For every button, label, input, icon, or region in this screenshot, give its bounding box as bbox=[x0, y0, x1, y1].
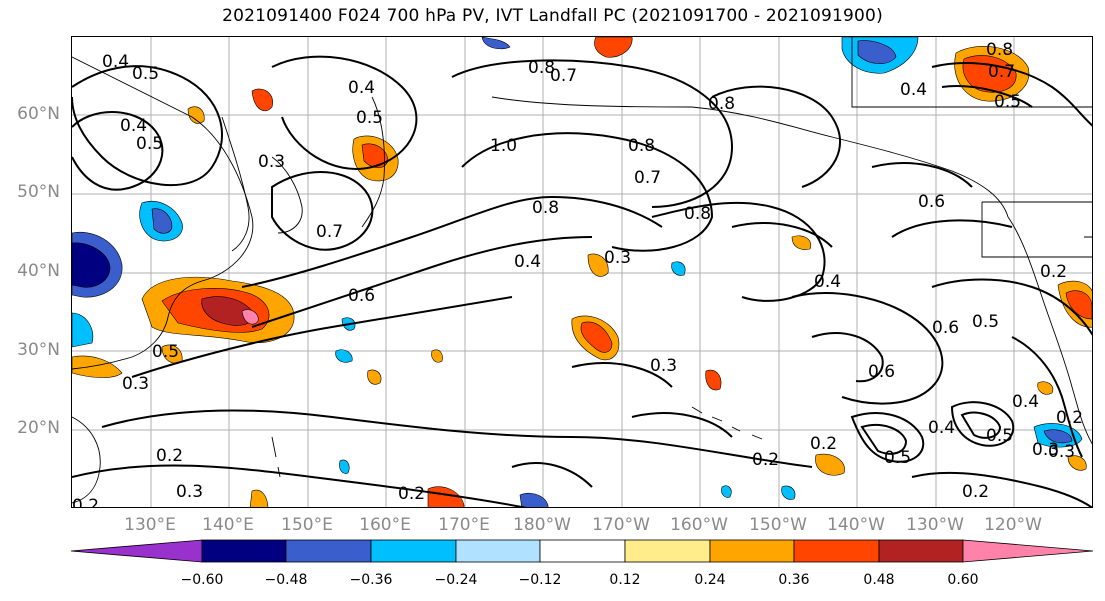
contour-label: 0.8 bbox=[684, 204, 711, 224]
contour-label: 0.3 bbox=[122, 374, 149, 394]
contour-label: 0.6 bbox=[932, 318, 959, 338]
colorbar-tick: 0.36 bbox=[778, 572, 810, 588]
contour-label: 0.2 bbox=[810, 434, 837, 454]
lat-label-30n: 30°N bbox=[17, 340, 60, 360]
contour-label: 0.2 bbox=[1056, 408, 1083, 428]
contour-label: 0.3 bbox=[1032, 440, 1059, 460]
contour-label: 0.6 bbox=[918, 192, 945, 212]
contour-label: 0.2 bbox=[156, 446, 183, 466]
contour-label: 0.4 bbox=[814, 272, 841, 292]
colorbar-tick: −0.12 bbox=[518, 572, 562, 588]
contour-label: 0.2 bbox=[72, 496, 99, 508]
colorbar-segment bbox=[285, 539, 372, 563]
lon-label-140e: 140°E bbox=[202, 515, 254, 535]
map-plot: 0.4 0.5 0.4 0.5 0.3 0.4 0.5 0.8 0.7 1.0 … bbox=[72, 37, 1092, 508]
contour-label: 0.5 bbox=[994, 92, 1021, 112]
contour-label: 0.4 bbox=[102, 52, 129, 72]
lat-label-20n: 20°N bbox=[17, 418, 60, 438]
contour-label: 0.5 bbox=[132, 64, 159, 84]
contour-label: 0.5 bbox=[136, 134, 163, 154]
colorbar-segment bbox=[962, 539, 1094, 563]
lon-label-180w: 180°W bbox=[513, 515, 571, 535]
contour-label: 0.4 bbox=[348, 78, 375, 98]
lat-label-60n: 60°N bbox=[17, 104, 60, 124]
contour-label: 0.3 bbox=[604, 248, 631, 268]
lon-label-150w: 150°W bbox=[749, 515, 807, 535]
contour-label: 0.5 bbox=[986, 426, 1013, 446]
lat-label-40n: 40°N bbox=[17, 261, 60, 281]
colorbar-segment bbox=[201, 539, 287, 563]
contour-label: 0.3 bbox=[1048, 442, 1075, 462]
colorbar-segment bbox=[793, 539, 880, 563]
contour-label: 0.4 bbox=[514, 252, 541, 272]
contour-label: 0.4 bbox=[120, 116, 147, 136]
contour-label: 0.7 bbox=[988, 62, 1015, 82]
contour-label: 0.7 bbox=[550, 66, 577, 86]
contour-label: 0.8 bbox=[986, 40, 1013, 60]
lon-label-160e: 160°E bbox=[359, 515, 411, 535]
contour-label: 0.2 bbox=[1040, 262, 1067, 282]
map-panel: 0.4 0.5 0.4 0.5 0.3 0.4 0.5 0.8 0.7 1.0 … bbox=[71, 36, 1093, 508]
contour-label: 0.6 bbox=[868, 362, 895, 382]
contour-label: 0.7 bbox=[634, 168, 661, 188]
contour-label: 0.2 bbox=[962, 482, 989, 502]
colorbar-tick: −0.24 bbox=[434, 572, 478, 588]
contour-label: 0.3 bbox=[258, 152, 285, 172]
colorbar-segment bbox=[539, 539, 626, 563]
lon-label-130e: 130°E bbox=[124, 515, 176, 535]
colorbar-segment bbox=[455, 539, 541, 563]
colorbar-tick: −0.36 bbox=[349, 572, 393, 588]
contour-label: 0.6 bbox=[348, 286, 375, 306]
lon-label-120w: 120°W bbox=[984, 515, 1042, 535]
colorbar-tick: −0.60 bbox=[180, 572, 224, 588]
lon-label-170e: 170°E bbox=[438, 515, 490, 535]
pv-contours bbox=[72, 55, 1092, 507]
contour-label: 0.2 bbox=[398, 484, 425, 504]
contour-label: 0.3 bbox=[176, 482, 203, 502]
contour-label: 0.8 bbox=[708, 94, 735, 114]
colorbar-tick: 0.12 bbox=[609, 572, 641, 588]
contour-label: 0.8 bbox=[628, 136, 655, 156]
contour-label: 0.5 bbox=[884, 448, 911, 468]
contour-label: 0.4 bbox=[900, 80, 927, 100]
colorbar-segment bbox=[370, 539, 457, 563]
contour-label: 0.3 bbox=[650, 356, 677, 376]
colorbar-tick: 0.60 bbox=[947, 572, 979, 588]
contour-label: 0.5 bbox=[972, 312, 999, 332]
contour-label: 0.8 bbox=[528, 58, 555, 78]
contour-label: 0.5 bbox=[356, 108, 383, 128]
colorbar-segment bbox=[878, 539, 964, 563]
contour-label: 0.4 bbox=[928, 418, 955, 438]
colorbar-segment bbox=[624, 539, 711, 563]
lon-label-130w: 130°W bbox=[906, 515, 964, 535]
contour-label: 0.2 bbox=[752, 450, 779, 470]
contour-label: 0.7 bbox=[316, 222, 343, 242]
map-title: 2021091400 F024 700 hPa PV, IVT Landfall… bbox=[222, 6, 883, 26]
colorbar-segment bbox=[709, 539, 795, 563]
lon-label-140w: 140°W bbox=[827, 515, 885, 535]
lat-label-50n: 50°N bbox=[17, 182, 60, 202]
graticule bbox=[72, 37, 1092, 507]
lon-label-170w: 170°W bbox=[592, 515, 650, 535]
contour-label: 0.4 bbox=[1012, 392, 1039, 412]
colorbar-tick: 0.48 bbox=[863, 572, 895, 588]
colorbar-tick: 0.24 bbox=[694, 572, 726, 588]
lon-label-160w: 160°W bbox=[670, 515, 728, 535]
contour-label: 1.0 bbox=[490, 136, 517, 156]
contour-label: 0.8 bbox=[532, 198, 559, 218]
contour-label: 0.5 bbox=[152, 342, 179, 362]
colorbar bbox=[70, 539, 1094, 563]
colorbar-tick: −0.48 bbox=[264, 572, 308, 588]
colorbar-segment bbox=[70, 539, 203, 563]
lon-label-150e: 150°E bbox=[281, 515, 333, 535]
contour-labels: 0.4 0.5 0.4 0.5 0.3 0.4 0.5 0.8 0.7 1.0 … bbox=[72, 40, 1083, 508]
